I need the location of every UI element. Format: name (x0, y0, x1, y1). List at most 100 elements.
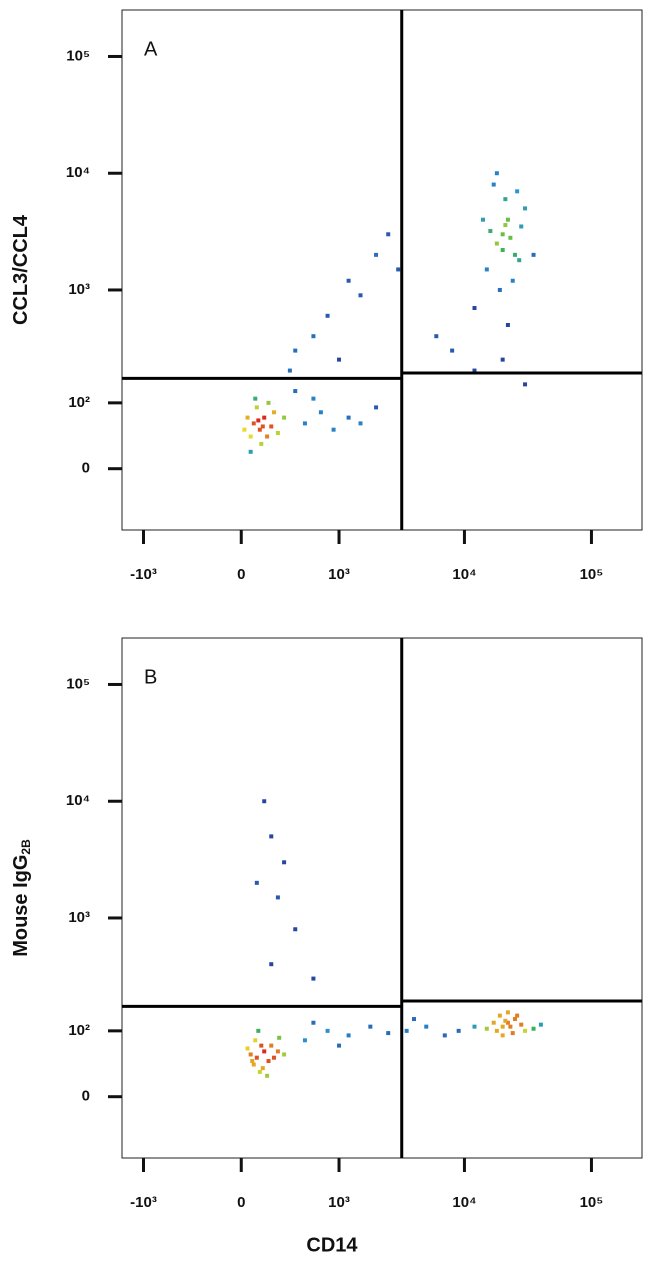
event-dot (275, 895, 280, 900)
event-dot (491, 182, 496, 187)
y-axis-title-subscript: 2B (19, 839, 33, 855)
y-tick-label: 0 (82, 1088, 90, 1105)
plot-frame (121, 637, 643, 1159)
event-dot (269, 1043, 274, 1048)
event-dot (248, 449, 253, 454)
y-axis-title-main: CCL3/CCL4 (10, 214, 32, 325)
event-dot (311, 396, 316, 401)
event-dot (260, 1066, 265, 1071)
x-tick-label: 0 (237, 566, 245, 583)
event-dot (500, 1033, 505, 1038)
event-dot (434, 334, 439, 339)
y-tick-label: 10³ (68, 909, 90, 926)
event-dot (257, 427, 262, 432)
event-dot (248, 1052, 253, 1057)
event-dot (442, 1033, 447, 1038)
event-dot (282, 1052, 287, 1057)
event-dot (505, 217, 510, 222)
event-dot (531, 1026, 536, 1031)
event-dot (500, 248, 505, 253)
event-dot (269, 424, 274, 429)
event-dot (251, 1062, 256, 1067)
event-dot (374, 405, 379, 410)
y-axis-title: Mouse IgG2B (10, 839, 33, 957)
event-dot (523, 206, 528, 211)
event-dot (523, 382, 528, 387)
event-dot (456, 1028, 461, 1033)
event-dot (293, 389, 298, 394)
event-dot (271, 1055, 276, 1060)
event-dot (497, 287, 502, 292)
event-dot (531, 252, 536, 257)
event-dot (259, 1043, 264, 1048)
event-dot (245, 415, 250, 420)
x-tick-label: 10³ (328, 566, 350, 583)
event-dot (331, 427, 336, 432)
event-dot (337, 1043, 342, 1048)
event-dot (488, 229, 493, 234)
event-dot (250, 1059, 255, 1064)
event-dot (411, 1017, 416, 1022)
x-tick-label: 10⁴ (452, 1194, 476, 1211)
event-dot (480, 217, 485, 222)
event-dot (254, 880, 259, 885)
y-tick-label: 10⁵ (66, 47, 90, 64)
event-dot (500, 232, 505, 237)
event-dot (396, 267, 401, 272)
event-dot (271, 410, 276, 415)
event-dot (508, 1024, 513, 1029)
y-tick-label: 10⁵ (66, 675, 90, 692)
event-dot (503, 223, 508, 228)
x-tick-label: 10⁵ (580, 566, 604, 583)
event-dot (519, 224, 524, 229)
event-dot (358, 293, 363, 298)
event-dot (325, 1028, 330, 1033)
x-tick-label: 10⁵ (580, 1194, 604, 1211)
x-tick-label: -10³ (130, 566, 157, 583)
event-dot (262, 1049, 267, 1054)
event-dot (282, 860, 287, 865)
x-tick-label: 0 (237, 1194, 245, 1211)
event-dot (254, 1055, 259, 1060)
event-dot (346, 1033, 351, 1038)
event-dot (500, 357, 505, 362)
event-dot (311, 976, 316, 981)
event-dot (260, 424, 265, 429)
y-tick-label: 10² (68, 394, 90, 411)
event-dot (346, 278, 351, 283)
event-dot (265, 1073, 270, 1078)
event-dot (505, 1020, 510, 1025)
event-dot (259, 441, 264, 446)
event-dot (484, 267, 489, 272)
event-dot (472, 1024, 477, 1029)
y-axis-title-main: Mouse IgG (10, 855, 32, 957)
event-dot (293, 348, 298, 353)
event-dot (293, 927, 298, 932)
event-dot (287, 368, 292, 373)
event-dot (503, 197, 508, 202)
event-dot (266, 1059, 271, 1064)
event-dot (491, 1020, 496, 1025)
event-dot (523, 1028, 528, 1033)
event-dot (257, 1069, 262, 1074)
x-tick-label: 10⁴ (452, 566, 476, 583)
plot-frame (121, 9, 643, 531)
event-dot (374, 252, 379, 257)
event-dot (512, 1017, 517, 1022)
event-dot (510, 1031, 515, 1036)
y-axis-title: CCL3/CCL4 (10, 214, 32, 325)
event-dot (251, 421, 256, 426)
event-dot (404, 1028, 409, 1033)
x-tick-label: 10³ (328, 1194, 350, 1211)
event-dot (346, 415, 351, 420)
event-dot (494, 171, 499, 176)
event-dot (262, 799, 267, 804)
event-dot (510, 278, 515, 283)
event-dot (515, 189, 520, 194)
event-dot (503, 1018, 508, 1023)
event-dot (275, 1049, 280, 1054)
event-dot (538, 1022, 543, 1027)
event-dot (512, 252, 517, 257)
event-dot (253, 1038, 258, 1043)
